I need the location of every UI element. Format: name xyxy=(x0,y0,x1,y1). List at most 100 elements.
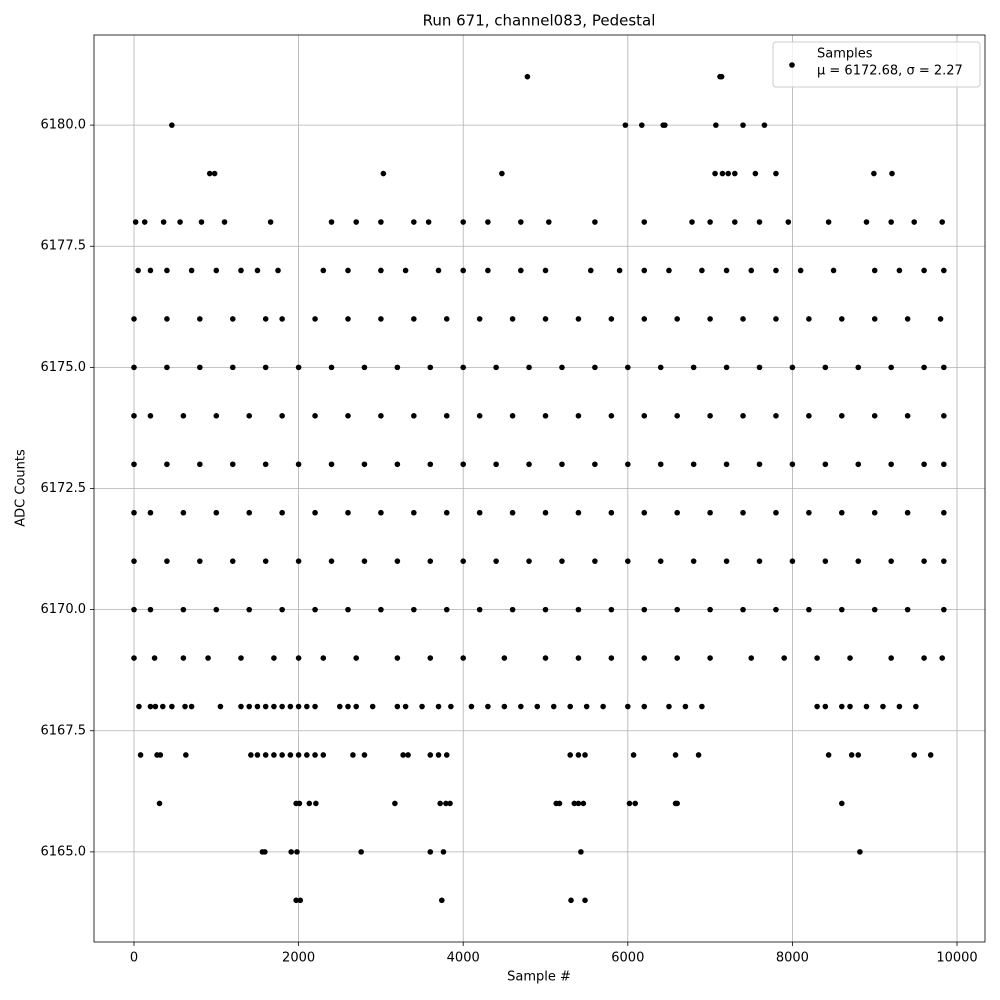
data-point xyxy=(313,800,319,807)
data-point xyxy=(838,703,845,710)
data-point xyxy=(306,800,313,807)
data-point xyxy=(427,849,434,855)
data-point xyxy=(468,703,475,710)
data-point xyxy=(674,509,680,516)
y-tick-label: 6165.0 xyxy=(41,844,87,859)
data-point xyxy=(254,267,261,274)
data-point xyxy=(345,413,351,419)
data-point xyxy=(180,655,187,661)
data-point xyxy=(460,267,467,274)
data-point xyxy=(806,606,812,613)
data-point xyxy=(871,606,878,613)
data-point xyxy=(699,267,705,274)
data-point xyxy=(131,655,137,661)
data-point xyxy=(394,364,401,371)
data-point xyxy=(392,800,398,807)
data-point xyxy=(806,413,812,419)
data-point xyxy=(814,703,820,710)
data-point xyxy=(674,316,680,322)
data-point xyxy=(718,73,725,80)
y-tick-label: 6170.0 xyxy=(41,602,87,617)
data-point xyxy=(880,703,886,710)
data-point xyxy=(773,170,779,177)
data-point xyxy=(814,655,820,661)
data-point xyxy=(425,219,432,225)
x-tick-label: 6000 xyxy=(611,951,644,966)
data-point xyxy=(575,752,582,758)
data-point xyxy=(262,316,269,322)
data-point xyxy=(657,461,664,468)
data-point xyxy=(756,461,763,468)
data-point xyxy=(427,752,434,758)
data-point xyxy=(896,267,903,274)
x-tick-label: 8000 xyxy=(776,951,809,966)
data-point xyxy=(411,219,417,225)
data-point xyxy=(847,655,853,661)
data-point xyxy=(180,606,187,613)
data-point xyxy=(402,703,409,710)
data-point xyxy=(542,606,549,613)
data-point xyxy=(568,897,574,904)
legend-box xyxy=(772,41,981,88)
data-point xyxy=(476,509,483,516)
data-point xyxy=(443,316,450,322)
data-point xyxy=(632,800,639,807)
data-point xyxy=(674,655,680,661)
data-point xyxy=(838,509,845,516)
y-tick-label: 6172.5 xyxy=(41,481,87,496)
data-point xyxy=(888,219,894,225)
data-point xyxy=(448,703,454,710)
data-point xyxy=(197,364,203,371)
data-point xyxy=(707,655,713,661)
data-point xyxy=(296,800,303,807)
data-point xyxy=(666,267,672,274)
data-point xyxy=(509,509,516,516)
data-point xyxy=(131,364,137,371)
data-point xyxy=(797,267,804,274)
data-point xyxy=(336,703,343,710)
data-point xyxy=(542,655,549,661)
data-point xyxy=(641,219,648,225)
data-point xyxy=(295,461,302,468)
data-point xyxy=(567,752,573,758)
data-point xyxy=(896,703,903,710)
data-point xyxy=(732,170,738,177)
data-point xyxy=(279,509,285,516)
data-point xyxy=(378,606,384,613)
data-point xyxy=(295,752,302,758)
data-point xyxy=(320,267,327,274)
data-point xyxy=(312,509,318,516)
data-point xyxy=(888,655,894,661)
data-point xyxy=(476,413,483,419)
data-point xyxy=(435,752,442,758)
data-point xyxy=(641,655,648,661)
data-point xyxy=(262,558,269,564)
data-point xyxy=(460,461,467,468)
data-point xyxy=(904,606,911,613)
data-point xyxy=(740,606,746,613)
data-point xyxy=(608,509,615,516)
data-point xyxy=(707,413,713,419)
data-point xyxy=(394,461,401,468)
data-point xyxy=(921,267,927,274)
data-point xyxy=(320,752,327,758)
data-point xyxy=(328,364,335,371)
data-point xyxy=(838,606,845,613)
data-point xyxy=(271,655,277,661)
data-point xyxy=(674,606,680,613)
data-point xyxy=(213,509,220,516)
data-point xyxy=(641,606,648,613)
data-point xyxy=(927,752,934,758)
data-point xyxy=(312,606,318,613)
data-point xyxy=(246,703,253,710)
data-point xyxy=(443,800,449,807)
x-tick-label: 4000 xyxy=(447,951,480,966)
data-point xyxy=(582,897,588,904)
data-point xyxy=(575,413,582,419)
data-point xyxy=(177,219,183,225)
data-point xyxy=(378,219,384,225)
data-point xyxy=(262,364,269,371)
data-point xyxy=(141,219,148,225)
data-point xyxy=(217,703,224,710)
data-point xyxy=(575,606,582,613)
